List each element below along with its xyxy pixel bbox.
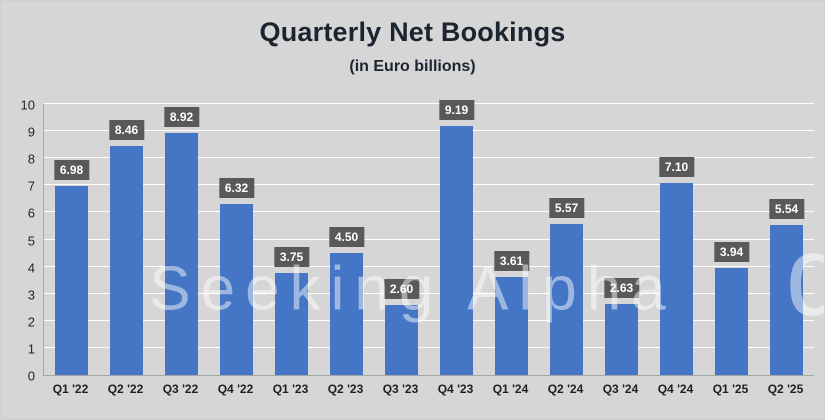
data-label: 2.60 xyxy=(383,279,420,299)
y-tick-label: 2 xyxy=(27,314,35,330)
plot-area: 6.98 8.46 8.92 6.32 3.75 4.50 2.60 9.19 3.61 5.57… xyxy=(43,100,814,376)
y-tick-label: 7 xyxy=(27,178,35,194)
y-tick-label: 6 xyxy=(27,205,35,221)
gridline xyxy=(44,103,814,104)
y-tick-label: 1 xyxy=(27,341,35,357)
bar-q1-24 xyxy=(495,277,528,375)
data-label: 4.50 xyxy=(328,227,365,247)
y-tick-label: 3 xyxy=(27,287,35,303)
bar-q2-23 xyxy=(330,253,363,375)
chart-subtitle: (in Euro billions) xyxy=(349,58,476,75)
x-tick-label: Q1 '23 xyxy=(272,382,309,396)
gridline xyxy=(44,346,814,348)
y-tick-label: 4 xyxy=(27,260,35,276)
bar-q3-22 xyxy=(165,133,198,375)
x-tick-label: Q4 '22 xyxy=(217,382,254,396)
x-tick-label: Q3 '24 xyxy=(602,382,639,396)
data-label: 5.54 xyxy=(768,199,805,219)
data-label: 9.19 xyxy=(438,100,475,120)
bar-q1-22 xyxy=(55,186,88,375)
data-label: 7.10 xyxy=(658,157,695,177)
x-tick-label: Q3 '22 xyxy=(162,382,199,396)
data-label: 8.92 xyxy=(163,107,200,127)
y-axis-labels: 0 1 2 3 4 5 6 7 8 9 10 xyxy=(1,99,35,383)
data-label: 3.94 xyxy=(713,242,750,262)
x-tick-label: Q2 '24 xyxy=(547,382,584,396)
data-label: 2.63 xyxy=(603,278,640,298)
y-tick-label: 5 xyxy=(27,233,35,248)
data-label: 8.46 xyxy=(108,120,145,140)
data-label: 5.57 xyxy=(548,198,585,218)
bar-q4-23 xyxy=(440,126,473,375)
gridline xyxy=(44,238,814,240)
bar-q2-25 xyxy=(770,225,803,375)
y-tick-label: 0 xyxy=(27,368,35,384)
x-tick-label: Q2 '23 xyxy=(327,382,364,396)
bar-q4-24 xyxy=(660,183,693,375)
x-tick-label: Q4 '24 xyxy=(657,382,694,396)
gridline xyxy=(44,265,814,267)
bar-q1-23 xyxy=(275,273,308,375)
gridline xyxy=(44,211,814,213)
x-tick-label: Q4 '23 xyxy=(437,382,474,396)
bar-q3-23 xyxy=(385,305,418,375)
data-label: 6.32 xyxy=(218,178,255,198)
gridline xyxy=(44,157,814,159)
bar-q2-22 xyxy=(110,146,143,375)
bar-q2-24 xyxy=(550,224,583,375)
y-tick-label: 9 xyxy=(27,124,35,140)
data-label: 3.61 xyxy=(493,251,530,271)
data-label: 3.75 xyxy=(273,247,310,267)
gridline xyxy=(44,319,814,321)
x-tick-label: Q1 '22 xyxy=(52,382,89,396)
y-tick-label: 8 xyxy=(27,151,35,167)
data-label: 6.98 xyxy=(53,160,90,180)
bar-q4-22 xyxy=(220,204,253,375)
x-axis-labels: Q1 '22 Q2 '22 Q3 '22 Q4 '22 Q1 '23 Q2 '23 Q3 '… xyxy=(43,382,814,404)
gridline xyxy=(44,292,814,294)
x-tick-label: Q2 '22 xyxy=(107,382,144,396)
x-tick-label: Q3 '23 xyxy=(382,382,419,396)
y-tick-label: 10 xyxy=(20,97,35,113)
x-tick-label: Q2 '25 xyxy=(767,382,804,396)
x-tick-label: Q1 '25 xyxy=(712,382,749,396)
x-tick-label: Q1 '24 xyxy=(492,382,529,396)
gridline xyxy=(44,184,814,186)
chart-title: Quarterly Net Bookings xyxy=(259,17,566,47)
gridline xyxy=(44,130,814,132)
bar-q3-24 xyxy=(605,304,638,375)
bar-q1-25 xyxy=(715,268,748,375)
